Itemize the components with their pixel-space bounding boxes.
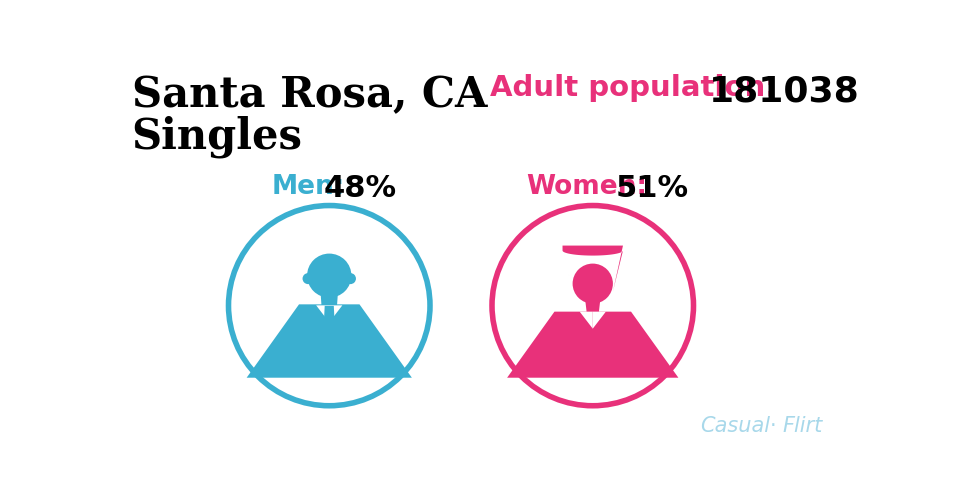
Text: Singles: Singles <box>132 115 302 158</box>
Circle shape <box>345 274 356 285</box>
Text: Adult population:: Adult population: <box>491 74 778 102</box>
Polygon shape <box>247 305 412 378</box>
Text: Santa Rosa, CA: Santa Rosa, CA <box>132 74 487 116</box>
Circle shape <box>492 206 693 406</box>
Text: Casual: Casual <box>700 415 770 435</box>
Circle shape <box>228 206 430 406</box>
Text: Flirt: Flirt <box>782 415 823 435</box>
Text: 48%: 48% <box>324 174 396 203</box>
Text: 51%: 51% <box>616 174 689 203</box>
Circle shape <box>302 274 314 285</box>
Text: Men:: Men: <box>271 174 345 200</box>
Polygon shape <box>321 295 338 307</box>
Polygon shape <box>580 312 592 329</box>
Polygon shape <box>507 312 679 378</box>
Polygon shape <box>586 300 600 313</box>
Polygon shape <box>563 246 623 292</box>
Text: ·: · <box>770 415 776 435</box>
Polygon shape <box>316 306 343 323</box>
Polygon shape <box>592 312 606 329</box>
Text: Women:: Women: <box>526 174 647 200</box>
Text: 181038: 181038 <box>709 74 860 108</box>
Circle shape <box>307 254 351 298</box>
Polygon shape <box>323 306 336 359</box>
Circle shape <box>572 264 612 304</box>
